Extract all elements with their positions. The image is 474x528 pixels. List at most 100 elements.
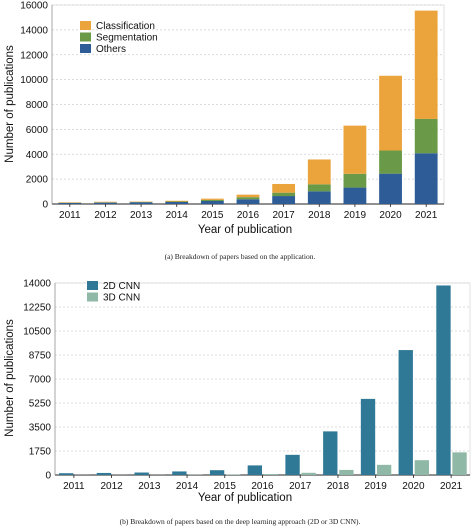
chart-a-ytick-label: 10000 bbox=[20, 75, 48, 86]
chart-b-bar-3d-cnn-2016 bbox=[263, 474, 279, 475]
chart-b-bar-2d-cnn-2021 bbox=[436, 285, 451, 475]
chart-a-bar-classification-2021 bbox=[414, 10, 438, 119]
chart-b-bar-3d-cnn-2021 bbox=[452, 452, 467, 475]
chart-b-legend-swatch-3d-cnn bbox=[87, 292, 98, 302]
chart-a-bar-segmentation-2021 bbox=[414, 118, 438, 154]
chart-a-legend-swatch-segmentation bbox=[80, 32, 91, 42]
chart-application-breakdown: Number of publications Year of publicati… bbox=[4, 1, 445, 261]
chart-b-xtick-label: 2012 bbox=[100, 481, 123, 492]
chart-b-bar-2d-cnn-2020 bbox=[398, 350, 413, 475]
chart-b-ytick-label: 12250 bbox=[23, 303, 51, 314]
chart-b-ytick-label: 5250 bbox=[29, 399, 52, 410]
chart-a-ytick-label: 4000 bbox=[26, 150, 49, 161]
chart-b-bar-3d-cnn-2017 bbox=[301, 472, 316, 475]
chart-a-xtick-label: 2016 bbox=[237, 210, 260, 221]
chart-a-bar-others-2018 bbox=[307, 191, 331, 204]
chart-a-ytick-label: 6000 bbox=[26, 125, 49, 136]
chart-a-bar-others-2019 bbox=[343, 187, 367, 204]
chart-a-bar-segmentation-2016 bbox=[236, 197, 260, 200]
chart-b-ylabel: Number of publications bbox=[4, 319, 16, 437]
chart-b-xtick-label: 2017 bbox=[289, 481, 312, 492]
chart-b-bar-2d-cnn-2011 bbox=[59, 473, 74, 475]
chart-a-bar-others-2017 bbox=[272, 196, 296, 204]
chart-a-ylabel: Number of publications bbox=[4, 45, 16, 163]
chart-a-legend-label-others: Others bbox=[96, 44, 126, 55]
chart-a-legend-swatch-others bbox=[80, 44, 91, 53]
chart-a-ytick-label: 12000 bbox=[20, 50, 48, 61]
chart-b-bar-2d-cnn-2016 bbox=[247, 465, 262, 475]
chart-a-ytick-label: 2000 bbox=[26, 175, 49, 186]
chart-b-caption: (b) Breakdown of papers based on the dee… bbox=[120, 517, 361, 526]
chart-a-bar-others-2021 bbox=[414, 153, 438, 204]
chart-b-ytick-label: 7000 bbox=[29, 375, 52, 386]
chart-b-xtick-label: 2016 bbox=[251, 481, 274, 492]
chart-a-bar-segmentation-2015 bbox=[200, 199, 224, 202]
chart-a-xtick-label: 2019 bbox=[344, 210, 367, 221]
chart-b-ytick-label: 3500 bbox=[29, 423, 52, 434]
chart-a-bar-classification-2020 bbox=[379, 75, 402, 151]
chart-a-bar-others-2015 bbox=[200, 201, 224, 204]
chart-a-ytick-label: 0 bbox=[42, 200, 48, 211]
chart-b-bar-2d-cnn-2013 bbox=[134, 472, 149, 475]
chart-b-xtick-label: 2014 bbox=[176, 481, 199, 492]
chart-a-bar-segmentation-2017 bbox=[272, 192, 296, 197]
chart-b-ytick-label: 1750 bbox=[29, 447, 52, 458]
chart-a-bar-segmentation-2020 bbox=[379, 150, 402, 174]
chart-b-bar-2d-cnn-2014 bbox=[172, 471, 187, 475]
chart-a-bar-classification-2016 bbox=[236, 194, 260, 198]
chart-b-xlabel: Year of publication bbox=[198, 492, 292, 504]
chart-b-bar-2d-cnn-2012 bbox=[96, 472, 112, 475]
chart-b-bar-2d-cnn-2018 bbox=[323, 431, 338, 475]
chart-b-xtick-label: 2015 bbox=[214, 481, 237, 492]
chart-a-xtick-label: 2018 bbox=[308, 210, 331, 221]
chart-a-xtick-label: 2017 bbox=[273, 210, 296, 221]
chart-a-bar-others-2020 bbox=[379, 173, 402, 204]
chart-a-bar-others-2013 bbox=[129, 202, 153, 204]
chart-a-bar-classification-2015 bbox=[200, 198, 224, 200]
chart-a-xlabel: Year of publication bbox=[198, 224, 292, 236]
chart-b-bar-2d-cnn-2015 bbox=[209, 470, 225, 475]
chart-b-xtick-label: 2011 bbox=[63, 481, 85, 492]
chart-b-xtick-label: 2018 bbox=[327, 481, 350, 492]
chart-b-xtick-label: 2021 bbox=[440, 481, 463, 492]
chart-a-bar-classification-2019 bbox=[343, 125, 367, 174]
chart-a-legend-label-segmentation: Segmentation bbox=[96, 33, 158, 44]
chart-b-ytick-label: 10500 bbox=[23, 327, 51, 338]
chart-b-bar-3d-cnn-2020 bbox=[414, 460, 429, 475]
chart-a-bar-classification-2014 bbox=[165, 200, 189, 202]
chart-a-bar-others-2011 bbox=[58, 203, 82, 204]
chart-a-xtick-label: 2012 bbox=[94, 210, 117, 221]
chart-cnn-breakdown: Number of publications Year of publicati… bbox=[4, 279, 471, 526]
chart-b-bar-2d-cnn-2017 bbox=[285, 454, 300, 475]
chart-a-xtick-label: 2020 bbox=[379, 210, 402, 221]
chart-a-bar-classification-2018 bbox=[307, 159, 331, 185]
chart-a-bar-segmentation-2019 bbox=[343, 173, 367, 188]
chart-b-ytick-label: 14000 bbox=[23, 279, 51, 290]
chart-b-ytick-label: 0 bbox=[45, 471, 51, 482]
chart-b-bar-2d-cnn-2019 bbox=[360, 398, 376, 475]
chart-a-bar-others-2012 bbox=[94, 202, 117, 204]
chart-a-bar-others-2014 bbox=[165, 202, 189, 204]
chart-a-caption: (a) Breakdown of papers based on the app… bbox=[165, 252, 316, 261]
chart-a-legend-label-classification: Classification bbox=[96, 21, 155, 32]
chart-a-legend-swatch-classification bbox=[80, 21, 91, 30]
chart-b-legend-swatch-2d-cnn bbox=[87, 281, 98, 290]
chart-a-ytick-label: 14000 bbox=[20, 25, 48, 36]
chart-b-ytick-label: 8750 bbox=[29, 351, 52, 362]
chart-a-xtick-label: 2014 bbox=[166, 210, 189, 221]
chart-b-bar-3d-cnn-2019 bbox=[376, 464, 392, 475]
chart-b-legend-label-2d-cnn: 2D CNN bbox=[103, 281, 140, 292]
chart-a-ytick-label: 8000 bbox=[26, 100, 49, 111]
chart-b-xtick-label: 2013 bbox=[138, 481, 161, 492]
chart-a-ytick-label: 16000 bbox=[20, 1, 48, 12]
chart-a-bar-segmentation-2018 bbox=[307, 184, 331, 192]
chart-b-bar-3d-cnn-2018 bbox=[339, 469, 354, 475]
chart-b-legend-label-3d-cnn: 3D CNN bbox=[103, 293, 140, 304]
chart-b-xtick-label: 2020 bbox=[402, 481, 425, 492]
chart-a-xtick-label: 2015 bbox=[201, 210, 224, 221]
chart-a-xtick-label: 2013 bbox=[130, 210, 153, 221]
chart-a-xtick-label: 2011 bbox=[59, 210, 81, 221]
